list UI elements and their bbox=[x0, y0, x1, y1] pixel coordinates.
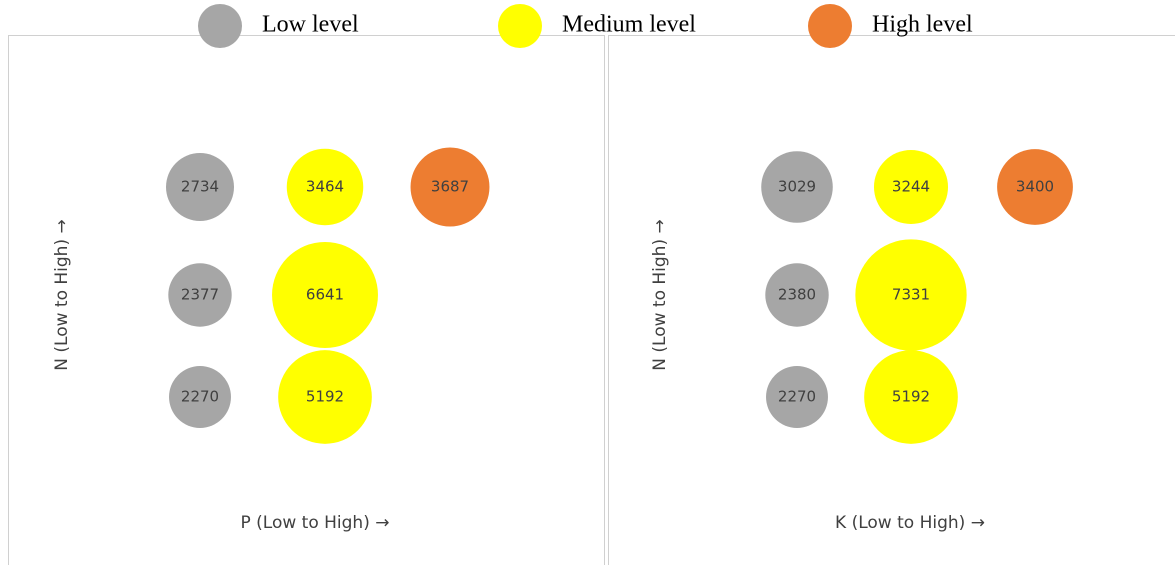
legend-label: Medium level bbox=[562, 12, 696, 38]
bubble-label: 2270 bbox=[778, 388, 816, 406]
bubble-label: 2270 bbox=[181, 388, 219, 406]
bubble-label: 2734 bbox=[181, 178, 219, 196]
bubble-label: 2377 bbox=[181, 286, 219, 304]
legend-label: Low level bbox=[262, 12, 359, 38]
x-axis-label: K (Low to High) → bbox=[835, 513, 985, 533]
bubble bbox=[765, 263, 829, 327]
bubble bbox=[873, 149, 949, 225]
bubble bbox=[766, 366, 828, 428]
bubble-label: 3400 bbox=[1016, 178, 1054, 196]
legend-swatch bbox=[498, 4, 542, 48]
bubble-label: 6641 bbox=[306, 286, 344, 304]
bubble bbox=[166, 153, 234, 221]
bubble bbox=[855, 239, 967, 351]
x-axis-label: P (Low to High) → bbox=[241, 513, 390, 533]
bubble bbox=[168, 263, 232, 327]
bubble-label: 3244 bbox=[892, 178, 930, 196]
bubble-label: 3464 bbox=[306, 178, 344, 196]
bubble bbox=[169, 366, 231, 428]
panel-border bbox=[608, 35, 1175, 565]
bubble bbox=[286, 148, 364, 226]
bubble-label: 5192 bbox=[306, 388, 344, 406]
bubble-label: 2380 bbox=[778, 286, 816, 304]
bubble bbox=[864, 350, 958, 444]
bubble bbox=[997, 149, 1073, 225]
bubble bbox=[410, 147, 490, 227]
bubble bbox=[278, 350, 372, 444]
y-axis-label: N (Low to High) → bbox=[650, 219, 670, 370]
bubble bbox=[761, 151, 833, 223]
y-axis-label: N (Low to High) → bbox=[52, 219, 72, 370]
bubble-label: 3687 bbox=[431, 178, 469, 196]
bubble-label: 7331 bbox=[892, 286, 930, 304]
legend-swatch bbox=[198, 4, 242, 48]
panel-border bbox=[8, 35, 605, 565]
bubble-label: 3029 bbox=[778, 178, 816, 196]
legend-label: High level bbox=[872, 12, 973, 38]
bubble-label: 5192 bbox=[892, 388, 930, 406]
legend-swatch bbox=[808, 4, 852, 48]
bubble bbox=[272, 242, 378, 348]
